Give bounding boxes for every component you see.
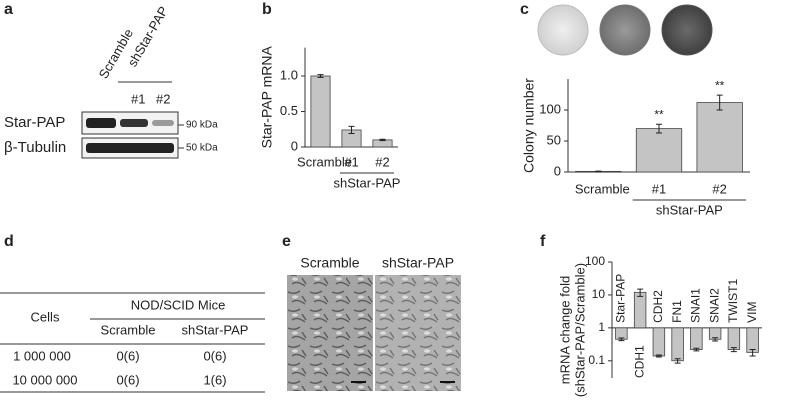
panel-letter: a	[4, 1, 13, 18]
y-tick-label: 0	[554, 163, 561, 178]
row-label: β-Tubulin	[4, 139, 66, 156]
panel-e: e Scramble shStar-PAP	[282, 233, 461, 391]
x-tick-label: #2	[375, 154, 389, 169]
lane-label: #2	[156, 91, 170, 106]
error-bar	[730, 347, 737, 353]
panel-letter: b	[262, 1, 272, 18]
error-bar	[749, 349, 756, 357]
bar	[633, 291, 647, 329]
x-tick-label: Scramble	[297, 154, 352, 169]
dish-image	[599, 4, 651, 56]
x-tick-label: VIM	[745, 302, 759, 323]
bar	[671, 327, 684, 362]
table-cell: 0(6)	[203, 348, 226, 363]
table-cell: 1(6)	[203, 372, 226, 387]
x-tick-label: SNAI2	[707, 288, 721, 323]
bar	[696, 102, 743, 173]
dish-image	[537, 4, 589, 56]
table-header: Cells	[31, 309, 60, 324]
significance-label: **	[715, 78, 725, 92]
y-tick-label: 1	[598, 320, 605, 334]
y-tick-label: 50	[547, 132, 561, 147]
error-bar	[618, 337, 625, 342]
y-tick-label: 0	[291, 138, 298, 153]
group-label: shStar-PAP	[656, 202, 723, 217]
bar	[727, 327, 741, 350]
x-tick-label: SNAI1	[689, 288, 703, 323]
table-cell: 1 000 000	[13, 348, 71, 363]
x-tick-label: #1	[652, 181, 666, 196]
panel-letter: e	[282, 233, 291, 250]
image-label: shStar-PAP	[382, 255, 454, 271]
image-label: Scramble	[300, 255, 359, 271]
x-tick-label: CDH2	[651, 290, 665, 323]
bar	[690, 327, 703, 350]
panel-d: d Cells NOD/SCID Mice Scramble shStar-PA…	[0, 233, 265, 393]
error-bar	[317, 74, 324, 78]
panel-letter: c	[520, 1, 529, 18]
x-tick-label: Star-PAP	[614, 274, 628, 323]
band	[120, 119, 148, 127]
row-label: Star-PAP	[4, 114, 65, 131]
x-tick-label: #1	[344, 154, 358, 169]
y-tick-label: 1.0	[280, 67, 298, 82]
x-tick-label: #2	[712, 181, 726, 196]
error-bar	[656, 123, 662, 134]
y-tick-label: 10	[592, 287, 606, 301]
bar	[746, 327, 759, 353]
micrograph	[375, 275, 461, 391]
table-header: shStar-PAP	[182, 322, 249, 337]
table-header: NOD/SCID Mice	[131, 297, 226, 312]
error-bar	[595, 170, 602, 173]
band	[86, 118, 116, 128]
y-tick-label: 0.1	[588, 353, 605, 367]
y-axis-label: Colony number	[521, 78, 537, 173]
bar	[310, 75, 331, 148]
error-bar	[379, 138, 386, 142]
error-bar	[655, 354, 662, 358]
panel-letter: f	[540, 233, 546, 250]
panel-a: a Scramble shStar-PAP #1 #2 Star-PAP β-T…	[4, 1, 218, 159]
table-cell: 0(6)	[116, 348, 139, 363]
dishes	[537, 4, 713, 56]
error-bar	[716, 94, 723, 111]
marker-label: 90 kDa	[186, 120, 218, 131]
band	[86, 143, 174, 153]
band	[152, 120, 174, 126]
x-tick-label: FN1	[670, 300, 684, 323]
y-tick-label: 100	[585, 254, 605, 268]
x-tick-label: Scramble	[575, 181, 630, 196]
y-tick-label: 0.5	[280, 103, 298, 118]
error-bar	[693, 347, 700, 352]
panel-letter: d	[4, 233, 14, 250]
micrograph	[287, 275, 373, 391]
x-tick-label: CDH1	[632, 345, 646, 378]
significance-label: **	[654, 107, 664, 121]
y-axis-label: Star-PAP mRNA	[259, 46, 275, 149]
marker-label: 50 kDa	[186, 143, 218, 154]
bar	[635, 128, 683, 173]
error-bar	[674, 358, 681, 364]
table-cell: 0(6)	[116, 372, 139, 387]
bar	[652, 327, 666, 357]
y-axis-label: mRNA change fold	[557, 276, 572, 384]
error-bar	[637, 288, 644, 297]
error-bar	[348, 125, 355, 135]
y-tick-label: 100	[539, 101, 561, 116]
table-cell: 10 000 000	[12, 372, 77, 387]
error-bar	[712, 337, 719, 342]
table-header: Scramble	[101, 322, 156, 337]
group-label: shStar-PAP	[334, 175, 401, 190]
dish-image	[661, 4, 713, 56]
x-tick-label: TWIST1	[726, 279, 740, 323]
y-axis-label: (shStar-PAP/Scramble)	[572, 263, 587, 397]
lane-label: #1	[131, 91, 145, 106]
